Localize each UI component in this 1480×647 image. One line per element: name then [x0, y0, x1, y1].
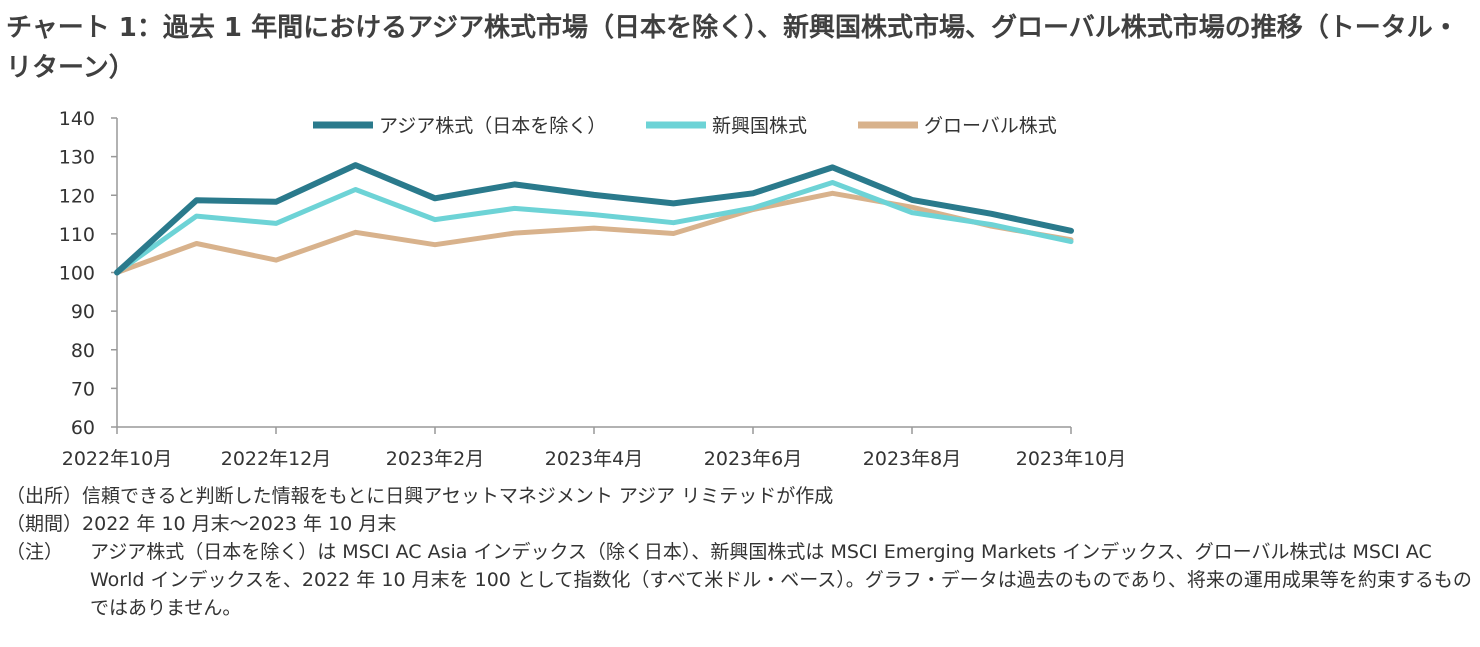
y-tick-label: 80	[71, 340, 95, 362]
x-tick-label: 2022年10月	[62, 448, 173, 470]
period-text: 2022 年 10 月末～2023 年 10 月末	[82, 513, 397, 535]
x-tick-label: 2023年10月	[1016, 448, 1127, 470]
legend-label-0: アジア株式（日本を除く）	[379, 115, 606, 137]
source-note: （出所） 信頼できると判断した情報をもとに日興アセットマネジメント アジア リミ…	[6, 482, 1472, 510]
disclaimer-note: （注） アジア株式（日本を除く）は MSCI AC Asia インデックス（除く…	[6, 538, 1472, 622]
period-label: （期間）	[6, 513, 83, 535]
axes: 60 70 80 90 100 110 120 130 140 2022年10月 2022年12月 2…	[59, 108, 1127, 470]
x-tick-label: 2023年6月	[704, 448, 802, 470]
x-tick-label: 2023年8月	[863, 448, 961, 470]
legend: アジア株式（日本を除く） 新興国株式 グローバル株式	[313, 115, 1057, 137]
y-tick-label: 110	[59, 224, 95, 246]
x-tick-label: 2023年2月	[386, 448, 484, 470]
legend-label-2: グローバル株式	[924, 115, 1057, 137]
period-note: （期間） 2022 年 10 月末～2023 年 10 月末	[6, 510, 1472, 538]
y-tick-label: 130	[59, 147, 95, 169]
source-label: （出所）	[6, 485, 83, 507]
note-label: （注）	[6, 541, 64, 563]
y-tick-label: 120	[59, 185, 95, 207]
series-line-0	[114, 162, 1074, 276]
x-tick-label: 2023年4月	[545, 448, 643, 470]
y-tick-label: 60	[71, 417, 95, 439]
x-tick-label: 2022年12月	[221, 448, 332, 470]
line-chart: 60 70 80 90 100 110 120 130 140 2022年10月 2022年12月 2…	[59, 108, 1127, 470]
series-lines	[114, 162, 1074, 276]
notes-block: （出所） 信頼できると判断した情報をもとに日興アセットマネジメント アジア リミ…	[6, 482, 1472, 622]
y-tick-label: 100	[59, 263, 95, 285]
y-tick-label: 70	[71, 378, 95, 400]
note-text: アジア株式（日本を除く）は MSCI AC Asia インデックス（除く日本）、…	[90, 541, 1472, 619]
y-tick-label: 90	[71, 301, 95, 323]
legend-label-1: 新興国株式	[712, 115, 807, 137]
series-line-1	[114, 180, 1074, 275]
chart-title: チャート 1：過去 1 年間におけるアジア株式市場（日本を除く）、新興国株式市場…	[6, 13, 1459, 83]
y-tick-label: 140	[59, 108, 95, 130]
source-text: 信頼できると判断した情報をもとに日興アセットマネジメント アジア リミテッドが作…	[82, 485, 834, 507]
series-line-2	[114, 190, 1074, 275]
